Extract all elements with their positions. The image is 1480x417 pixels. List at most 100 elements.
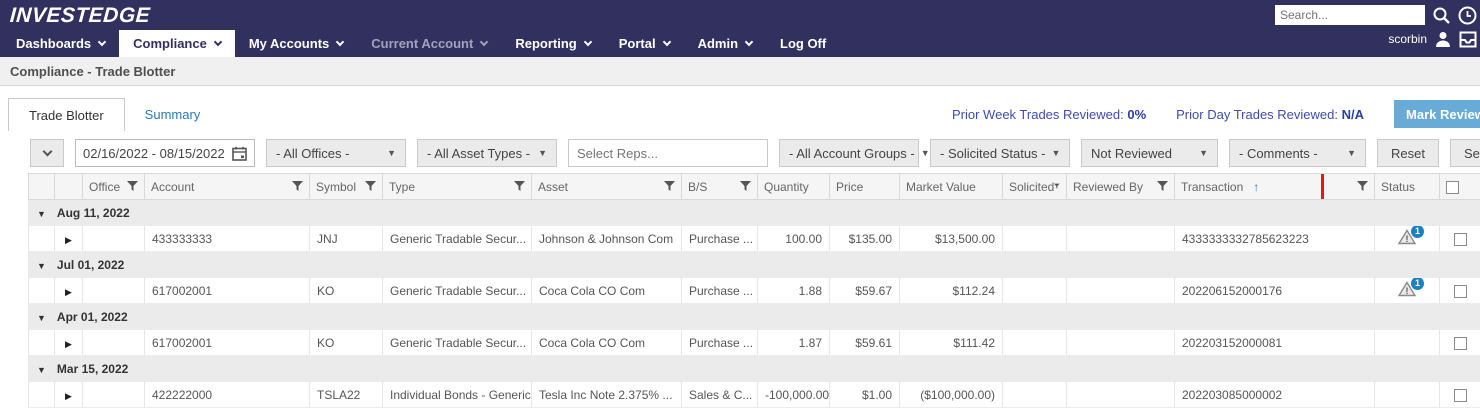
nav-item-compliance[interactable]: Compliance	[119, 30, 235, 57]
reset-button[interactable]: Reset	[1377, 139, 1439, 167]
collapse-icon[interactable]: ▼	[37, 260, 46, 271]
svg-text:!: !	[1406, 286, 1409, 296]
reviewed-dropdown[interactable]: Not Reviewed ▼	[1081, 139, 1218, 167]
account-groups-dropdown[interactable]: - All Account Groups - ▼	[779, 139, 930, 167]
expand-icon[interactable]: ▶	[65, 234, 72, 245]
col-asset[interactable]: Asset	[531, 173, 682, 200]
collapse-icon[interactable]: ▼	[37, 312, 46, 323]
tab-trade-blotter[interactable]: Trade Blotter	[8, 98, 125, 131]
row-checkbox[interactable]	[1453, 336, 1467, 350]
nav-item-current-account[interactable]: Current Account	[357, 30, 501, 57]
cell-solicited	[1002, 329, 1067, 356]
cell-reviewed-by	[1066, 381, 1175, 408]
row-checkbox[interactable]	[1453, 284, 1467, 298]
cell-reviewed-by	[1066, 225, 1175, 252]
collapse-icon[interactable]: ▼	[37, 364, 46, 375]
account-groups-dropdown-value: - All Account Groups -	[789, 145, 915, 161]
select-reps-input[interactable]	[568, 139, 768, 167]
nav-item-portal[interactable]: Portal	[605, 30, 684, 57]
col-type[interactable]: Type	[382, 173, 532, 200]
solicited-status-dropdown[interactable]: - Solicited Status - ▼	[930, 139, 1070, 167]
col-reviewed-by[interactable]: Reviewed By	[1066, 173, 1175, 200]
tab-summary[interactable]: Summary	[144, 107, 201, 122]
search-input[interactable]	[1275, 5, 1425, 25]
nav-label: Dashboards	[16, 36, 92, 51]
table-header-row: Office Account Symbol Type Asset B/S Qua…	[28, 173, 1480, 200]
cell-indent	[28, 277, 55, 304]
filter-icon[interactable]	[514, 181, 525, 192]
alert-count-badge: 1	[1411, 225, 1424, 238]
filter-icon[interactable]	[127, 181, 138, 192]
mark-reviewed-button[interactable]: Mark Reviewed	[1394, 100, 1480, 128]
search-button[interactable]: Search	[1449, 139, 1480, 167]
nav-item-dashboards[interactable]: Dashboards	[2, 30, 119, 57]
chevron-down-icon	[744, 37, 754, 47]
filter-icon[interactable]	[365, 181, 376, 192]
breadcrumb: Compliance - Trade Blotter	[0, 57, 1480, 86]
col-solicited[interactable]: Solicited	[1002, 173, 1067, 200]
nav-item-log-off[interactable]: Log Off	[766, 30, 840, 57]
col-market-value-label: Market Value	[906, 179, 976, 194]
col-quantity[interactable]: Quantity	[757, 173, 830, 200]
caret-down-icon: ▼	[1199, 148, 1208, 158]
svg-text:!: !	[1406, 234, 1409, 244]
comments-dropdown[interactable]: - Comments - ▼	[1229, 139, 1366, 167]
chevron-down-icon	[97, 37, 107, 47]
cell-type: Individual Bonds - Generic	[382, 381, 532, 408]
filter-icon[interactable]	[664, 181, 675, 192]
col-status-label: Status	[1381, 179, 1416, 194]
filter-icon[interactable]	[1357, 181, 1368, 192]
prior-day-value: N/A	[1341, 106, 1364, 122]
user-icon[interactable]	[1434, 30, 1452, 48]
inbox-icon[interactable]	[1459, 31, 1477, 48]
nav-item-admin[interactable]: Admin	[684, 30, 766, 57]
collapse-icon[interactable]: ▼	[37, 208, 46, 219]
expand-header	[54, 173, 83, 200]
clock-icon[interactable]	[1458, 6, 1477, 25]
col-price[interactable]: Price	[829, 173, 900, 200]
expand-icon[interactable]: ▶	[65, 286, 72, 297]
cell-bs: Purchase ...	[681, 225, 758, 252]
expand-icon[interactable]: ▶	[65, 390, 72, 401]
filter-bar: 02/16/2022 - 08/15/2022 - All Offices - ▼…	[30, 139, 1480, 167]
filter-icon[interactable]	[292, 181, 303, 192]
col-bs[interactable]: B/S	[681, 173, 758, 200]
cell-market-value: $111.42	[899, 329, 1003, 356]
cell-type: Generic Tradable Secur...	[382, 277, 532, 304]
cell-status	[1374, 329, 1440, 356]
cell-office	[82, 329, 145, 356]
cell-symbol: TSLA22	[309, 381, 383, 408]
col-market-value[interactable]: Market Value	[899, 173, 1003, 200]
caret-down-icon: ▼	[538, 148, 547, 158]
filter-icon[interactable]	[740, 181, 751, 192]
chevron-down-icon	[336, 37, 345, 47]
warning-icon[interactable]: ! 1	[1397, 225, 1424, 245]
cell-price: $59.67	[829, 277, 900, 304]
group-date: Jul 01, 2022	[56, 257, 125, 272]
warning-icon[interactable]: ! 1	[1397, 277, 1424, 297]
expand-icon[interactable]: ▶	[65, 338, 72, 349]
select-all-checkbox[interactable]	[1446, 180, 1459, 194]
search-icon[interactable]	[1432, 6, 1451, 25]
nav-item-my-accounts[interactable]: My Accounts	[235, 30, 357, 57]
nav-item-reporting[interactable]: Reporting	[501, 30, 604, 57]
collapse-filters-button[interactable]	[30, 139, 64, 167]
cell-expand: ▶	[54, 329, 83, 356]
cell-indent	[28, 329, 55, 356]
col-office[interactable]: Office	[82, 173, 145, 200]
solicited-status-dropdown-value: - Solicited Status -	[940, 145, 1046, 161]
row-checkbox[interactable]	[1453, 388, 1467, 402]
col-transaction[interactable]: Transaction ↑	[1174, 173, 1375, 200]
prior-week-label: Prior Week Trades Reviewed:	[952, 106, 1124, 122]
chevron-down-icon	[42, 146, 52, 157]
col-symbol[interactable]: Symbol	[309, 173, 383, 200]
row-checkbox[interactable]	[1453, 232, 1467, 246]
asset-types-dropdown[interactable]: - All Asset Types - ▼	[417, 139, 557, 167]
offices-dropdown[interactable]: - All Offices - ▼	[266, 139, 406, 167]
date-range-input[interactable]: 02/16/2022 - 08/15/2022	[75, 139, 255, 167]
filter-icon[interactable]	[1157, 181, 1168, 192]
col-account[interactable]: Account	[144, 173, 310, 200]
filter-icon[interactable]	[1054, 181, 1060, 192]
col-status[interactable]: Status	[1374, 173, 1440, 200]
select-all-header	[1439, 173, 1480, 200]
